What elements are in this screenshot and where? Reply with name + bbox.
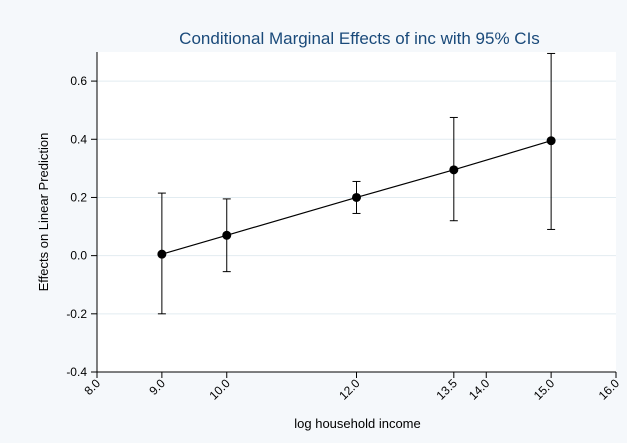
x-tick-label: 8.0 <box>81 376 103 398</box>
x-tick-label: 10.0 <box>206 376 233 403</box>
x-tick-label: 15.0 <box>531 376 558 403</box>
data-point <box>222 230 232 240</box>
x-axis-ticks: 8.0 9.0 10.0 12.0 13.5 14.0 15.0 16.0 <box>81 372 622 403</box>
x-tick-label: 12.0 <box>336 376 363 403</box>
y-axis-ticks: 0.6 0.4 0.2 0.0 -0.2 -0.4 <box>66 74 97 379</box>
chart-title: Conditional Marginal Effects of inc with… <box>179 29 540 48</box>
data-point <box>352 192 361 202</box>
x-tick-label: 13.5 <box>434 376 461 403</box>
data-point <box>157 249 167 259</box>
x-tick-label: 14.0 <box>466 376 493 403</box>
y-tick-label: -0.4 <box>66 365 87 379</box>
y-tick-label: -0.2 <box>66 307 87 321</box>
y-tick-label: 0.2 <box>70 190 87 204</box>
x-axis-label: log household income <box>294 416 420 431</box>
x-tick-label: 9.0 <box>146 376 168 398</box>
data-point <box>546 136 556 146</box>
y-tick-label: 0.4 <box>70 132 87 146</box>
y-tick-label: 0.6 <box>70 74 87 88</box>
data-marks <box>157 52 556 315</box>
x-tick-label: 16.0 <box>596 376 623 403</box>
y-axis-label: Effects on Linear Prediction <box>36 133 51 292</box>
y-tick-label: 0.0 <box>70 249 87 263</box>
data-point <box>449 165 459 175</box>
